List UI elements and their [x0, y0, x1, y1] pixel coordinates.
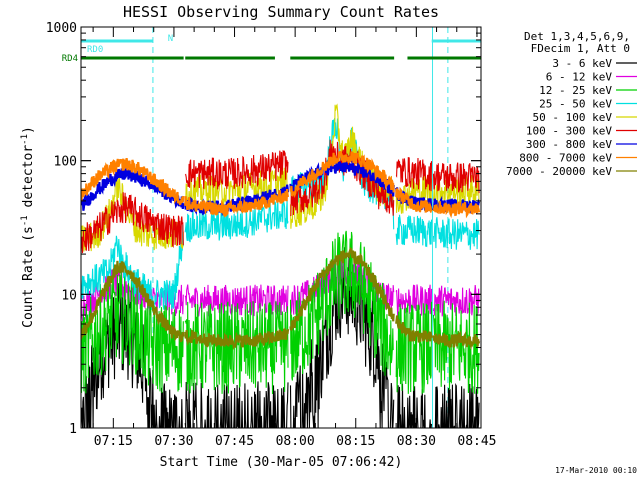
x-axis-label: Start Time (30-Mar-05 07:06:42): [160, 455, 403, 470]
series-3: [81, 230, 480, 395]
night-marker: N: [168, 34, 173, 44]
series-line: [81, 139, 480, 255]
legend-header-2: FDecim 1, Att 0: [531, 42, 630, 55]
series-8: [81, 150, 481, 219]
y-tick-label: 100: [54, 155, 77, 170]
legend-item-label: 800 - 7000 keV: [519, 152, 612, 165]
series-7: [81, 158, 481, 217]
legend-item-label: 25 - 50 keV: [539, 98, 612, 111]
flag-rd4: RD4: [62, 54, 481, 64]
legend-item-label: 50 - 100 keV: [533, 111, 613, 124]
legend-item-label: 100 - 300 keV: [526, 125, 612, 138]
y-tick-label: 1000: [46, 21, 77, 36]
legend-header-1: Det 1,3,4,5,6,9,: [524, 30, 630, 43]
flag-rd0: RD0 N: [81, 34, 481, 55]
y-tick-label: 10: [61, 288, 77, 303]
series-line: [81, 150, 481, 219]
legend-item-label: 3 - 6 keV: [552, 57, 612, 70]
series-line: [81, 247, 480, 428]
plot-frame: [80, 26, 482, 429]
x-tick-label: 08:15: [336, 434, 375, 449]
x-tick-label: 08:45: [457, 434, 496, 449]
x-tick-label: 08:30: [397, 434, 436, 449]
series-line: [81, 247, 481, 351]
legend-item-label: 12 - 25 keV: [539, 84, 612, 97]
x-tick-label: 08:00: [276, 434, 315, 449]
plot-area: RD0 N RD4: [62, 27, 481, 428]
series-6: [81, 139, 480, 255]
legend: Det 1,3,4,5,6,9, FDecim 1, Att 0 3 - 6 k…: [506, 30, 637, 178]
legend-item-label: 6 - 12 keV: [546, 71, 613, 84]
x-tick-label: 07:15: [94, 434, 133, 449]
x-axis: 07:15 07:30 07:45 08:00 08:15 08:30 08:45: [92, 27, 497, 449]
series-1: [81, 247, 480, 428]
y-tick-label: 1: [69, 422, 77, 437]
legend-item-label: 7000 - 20000 keV: [506, 165, 612, 178]
series-line: [81, 230, 480, 395]
series-line: [81, 158, 481, 217]
chart-title: HESSI Observing Summary Count Rates: [123, 3, 439, 21]
flag-label: RD4: [62, 54, 78, 64]
x-tick-label: 07:45: [215, 434, 254, 449]
y-axis: 1 10 100 1000: [46, 21, 481, 437]
footer-timestamp: 17-Mar-2010 00:10: [555, 466, 637, 475]
legend-item-label: 300 - 800 keV: [526, 138, 612, 151]
series-9: [81, 247, 481, 351]
flag-label: RD0: [87, 45, 103, 55]
x-tick-label: 07:30: [154, 434, 193, 449]
y-axis-label: Count Rate (s-1 detector-1): [20, 126, 36, 328]
